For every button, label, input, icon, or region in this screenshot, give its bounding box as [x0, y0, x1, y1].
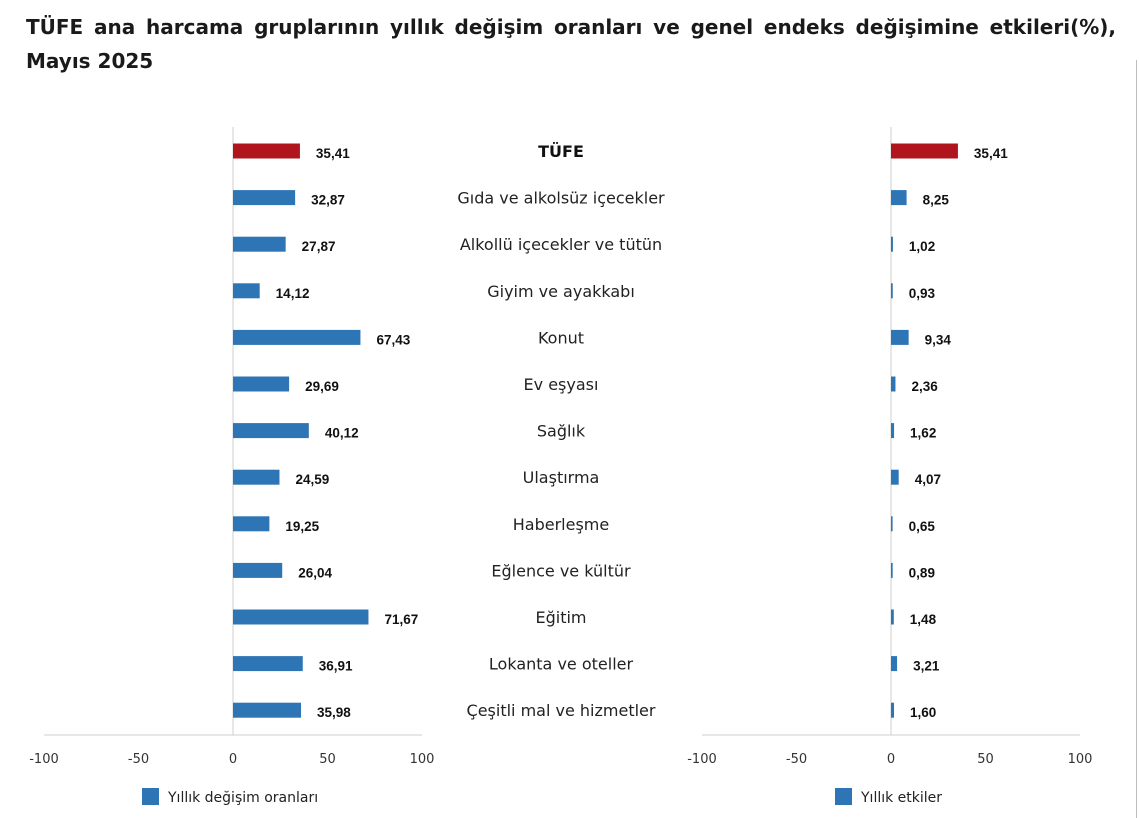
- category-label: Ev eşyası: [524, 375, 599, 394]
- left-bar-5: [233, 329, 361, 345]
- left-value-label: 40,12: [325, 426, 359, 441]
- right-bar-13: [891, 702, 895, 718]
- right-bar-7: [891, 423, 895, 439]
- right-bar-5: [891, 329, 909, 345]
- left-value-label: 19,25: [285, 519, 319, 534]
- left-bar-9: [233, 516, 270, 532]
- right-bar-1: [891, 143, 958, 159]
- right-bar-3: [891, 236, 893, 252]
- category-label: Konut: [538, 328, 584, 347]
- category-label: Haberleşme: [513, 515, 609, 534]
- right-bar-4: [891, 283, 893, 299]
- left-x-tick-label: -100: [29, 752, 59, 767]
- category-label: Alkollü içecekler ve tütün: [460, 235, 662, 254]
- left-value-label: 26,04: [298, 565, 332, 580]
- chart-title: TÜFE ana harcama gruplarının yıllık deği…: [26, 15, 1116, 73]
- right-bar-12: [891, 656, 898, 672]
- right-x-tick-label: -100: [687, 752, 717, 767]
- left-x-tick-label: -50: [128, 752, 149, 767]
- left-value-label: 36,91: [319, 659, 353, 674]
- frame-edge: [1136, 60, 1137, 818]
- right-bar-9: [891, 516, 893, 532]
- category-label: Eğlence ve kültür: [491, 561, 631, 580]
- category-label: Çeşitli mal ve hizmetler: [467, 701, 656, 720]
- left-legend-swatch: [142, 788, 159, 805]
- right-value-label: 0,93: [909, 286, 936, 301]
- category-label: TÜFE: [538, 142, 584, 161]
- left-value-label: 29,69: [305, 379, 339, 394]
- left-value-label: 67,43: [376, 332, 410, 347]
- right-value-label: 0,89: [909, 565, 935, 580]
- right-value-label: 1,62: [910, 426, 936, 441]
- right-x-tick-label: 0: [887, 752, 895, 767]
- right-value-label: 35,41: [974, 146, 1008, 161]
- right-bar-10: [891, 562, 893, 578]
- left-legend-label: Yıllık değişim oranları: [167, 790, 318, 806]
- left-x-tick-label: 100: [410, 752, 435, 767]
- right-bar-11: [891, 609, 894, 625]
- category-label: Giyim ve ayakkabı: [487, 282, 635, 301]
- left-value-label: 71,67: [384, 612, 418, 627]
- right-legend-swatch: [835, 788, 852, 805]
- right-value-label: 0,65: [909, 519, 936, 534]
- right-x-tick-label: 50: [977, 752, 994, 767]
- right-value-label: 1,02: [909, 239, 935, 254]
- left-bar-7: [233, 423, 309, 439]
- right-value-label: 1,60: [910, 705, 936, 720]
- left-value-label: 35,41: [316, 146, 350, 161]
- right-value-label: 8,25: [923, 193, 950, 208]
- right-x-tick-label: -50: [786, 752, 807, 767]
- left-value-label: 14,12: [276, 286, 310, 301]
- right-bar-8: [891, 469, 899, 485]
- right-x-tick-label: 100: [1068, 752, 1093, 767]
- right-bar-6: [891, 376, 896, 392]
- left-bar-4: [233, 283, 260, 299]
- left-value-label: 24,59: [295, 472, 329, 487]
- left-bar-10: [233, 562, 283, 578]
- left-bar-1: [233, 143, 300, 159]
- right-bar-2: [891, 190, 907, 206]
- category-label: Ulaştırma: [523, 468, 600, 487]
- right-legend-label: Yıllık etkiler: [860, 790, 942, 806]
- category-label: Lokanta ve oteller: [489, 655, 634, 674]
- left-bar-6: [233, 376, 290, 392]
- category-label: Gıda ve alkolsüz içecekler: [457, 189, 665, 208]
- right-value-label: 1,48: [910, 612, 937, 627]
- right-value-label: 2,36: [911, 379, 938, 394]
- left-bar-12: [233, 656, 303, 672]
- left-value-label: 27,87: [302, 239, 336, 254]
- right-value-label: 4,07: [915, 472, 941, 487]
- left-bar-13: [233, 702, 302, 718]
- left-bar-3: [233, 236, 286, 252]
- right-value-label: 3,21: [913, 659, 940, 674]
- category-label: Eğitim: [535, 608, 586, 627]
- left-x-tick-label: 0: [229, 752, 237, 767]
- right-value-label: 9,34: [925, 332, 952, 347]
- left-value-label: 35,98: [317, 705, 351, 720]
- category-label: Sağlık: [537, 422, 586, 441]
- left-x-tick-label: 50: [319, 752, 336, 767]
- left-bar-11: [233, 609, 369, 625]
- left-bar-2: [233, 190, 296, 206]
- left-bar-8: [233, 469, 280, 485]
- left-value-label: 32,87: [311, 193, 345, 208]
